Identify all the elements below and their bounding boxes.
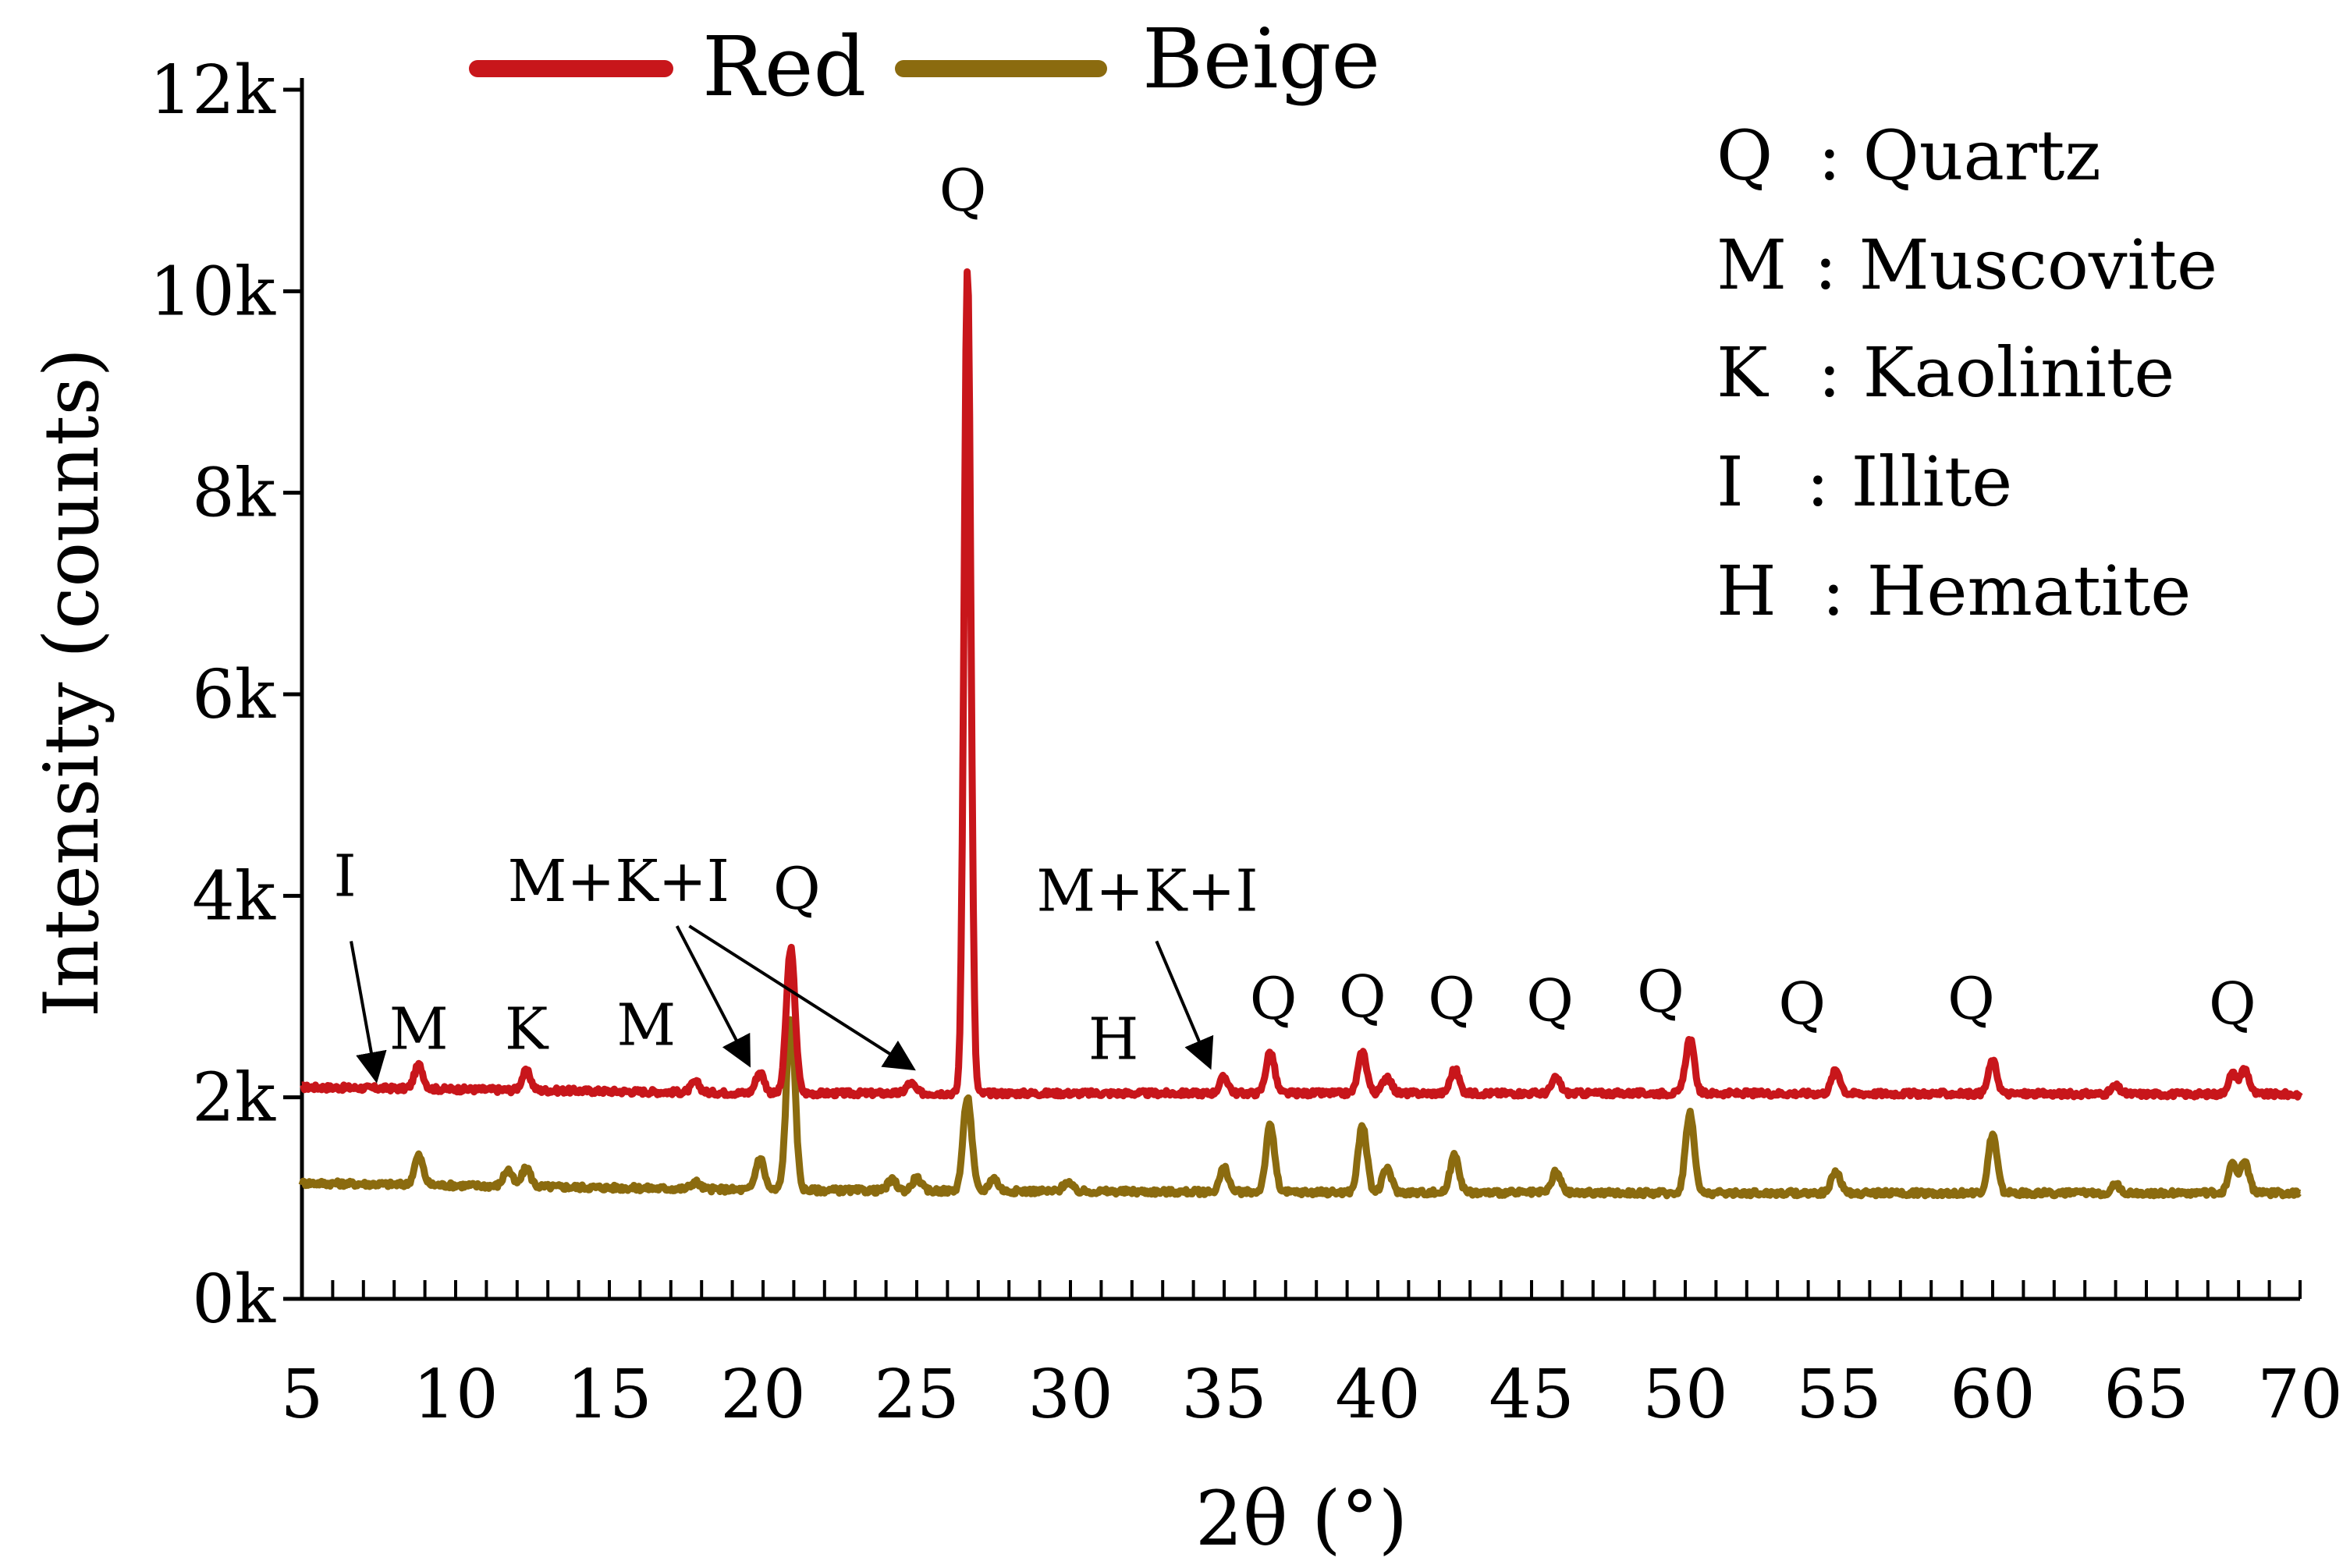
- y-tick-label: 4k: [192, 857, 276, 935]
- peak-label: Q: [1526, 968, 1574, 1035]
- x-axis-title: 2θ (°): [1195, 1475, 1408, 1563]
- peak-label: Q: [1250, 966, 1297, 1033]
- annotation-arrow: [350, 941, 387, 1084]
- x-tick-label: 10: [413, 1356, 498, 1434]
- y-tick-label: 2k: [192, 1059, 276, 1137]
- series-group: [298, 268, 2303, 1200]
- x-tick-label: 35: [1181, 1356, 1266, 1434]
- series-line-red: [300, 268, 2303, 1101]
- annotation-arrow: [688, 924, 916, 1071]
- key-symbol-muscovite: M: [1716, 225, 1787, 305]
- peak-label: M: [389, 996, 449, 1063]
- legend-label-red: Red: [702, 19, 866, 115]
- x-tick-label: 30: [1028, 1356, 1113, 1434]
- y-tick-label: 0k: [192, 1261, 276, 1339]
- mineral-key: Q : Quartz M : Muscovite K : Kaolinite I…: [1716, 115, 2217, 631]
- peak-label: I: [334, 843, 357, 910]
- key-name-illite: : Illite: [1806, 442, 2012, 522]
- x-tick-label: 15: [566, 1356, 651, 1434]
- key-name-kaolinite: : Kaolinite: [1818, 332, 2174, 413]
- peak-label: Q: [2209, 970, 2256, 1038]
- key-symbol-kaolinite: K: [1716, 332, 1770, 413]
- x-tick-label: 60: [1950, 1356, 2035, 1434]
- key-name-muscovite: : Muscovite: [1814, 225, 2217, 305]
- peak-label: Q: [939, 158, 987, 225]
- x-tick-label: 50: [1642, 1356, 1727, 1434]
- peak-label: Q: [1637, 959, 1684, 1026]
- peak-label: H: [1088, 1006, 1139, 1073]
- key-name-hematite: : Hematite: [1822, 551, 2191, 631]
- peak-label: Q: [773, 856, 821, 923]
- y-axis-ticks: 0k 2k 4k 6k 8k 10k 12k: [149, 51, 302, 1339]
- key-name-quartz: : Quartz: [1818, 115, 2101, 196]
- y-tick-label: 10k: [149, 253, 275, 331]
- series-line-beige: [298, 1016, 2302, 1200]
- x-axis-ticks: 5 10 15 20 25 30 35 40 45 50 55 60 65 70: [281, 1280, 2343, 1434]
- x-tick-label: 25: [874, 1356, 959, 1434]
- peak-label: M+K+I: [1036, 858, 1258, 925]
- peak-label: Q: [1947, 966, 1995, 1033]
- legend: Red Beige: [469, 11, 1380, 115]
- y-axis-title: Intensity (counts): [28, 348, 115, 1017]
- x-tick-label: 45: [1489, 1356, 1574, 1434]
- x-tick-label: 65: [2103, 1356, 2188, 1434]
- peak-labels: IM K MM+K+I QQM+K+IHQ Q Q Q Q Q Q Q: [334, 158, 2256, 1073]
- y-tick-label: 12k: [149, 51, 275, 129]
- x-tick-label: 70: [2257, 1356, 2342, 1434]
- x-tick-label: 20: [720, 1356, 805, 1434]
- x-tick-label: 55: [1796, 1356, 1881, 1434]
- peak-label: M: [616, 992, 676, 1059]
- peak-label: Q: [1339, 963, 1386, 1031]
- legend-label-beige: Beige: [1142, 11, 1380, 107]
- key-symbol-quartz: Q: [1716, 115, 1773, 196]
- annotation-arrow: [1155, 940, 1214, 1070]
- key-symbol-illite: I: [1716, 442, 1744, 522]
- peak-label: M+K+I: [508, 848, 729, 915]
- annotation-arrow: [675, 925, 751, 1068]
- peak-label: Q: [1778, 970, 1826, 1038]
- x-tick-label: 5: [281, 1356, 324, 1434]
- annotation-arrows: [350, 924, 1214, 1084]
- y-tick-label: 8k: [192, 455, 276, 533]
- peak-label: Q: [1428, 966, 1475, 1033]
- x-tick-label: 40: [1335, 1356, 1420, 1434]
- y-tick-label: 6k: [192, 656, 276, 734]
- peak-label: K: [505, 996, 549, 1063]
- key-symbol-hematite: H: [1716, 551, 1777, 631]
